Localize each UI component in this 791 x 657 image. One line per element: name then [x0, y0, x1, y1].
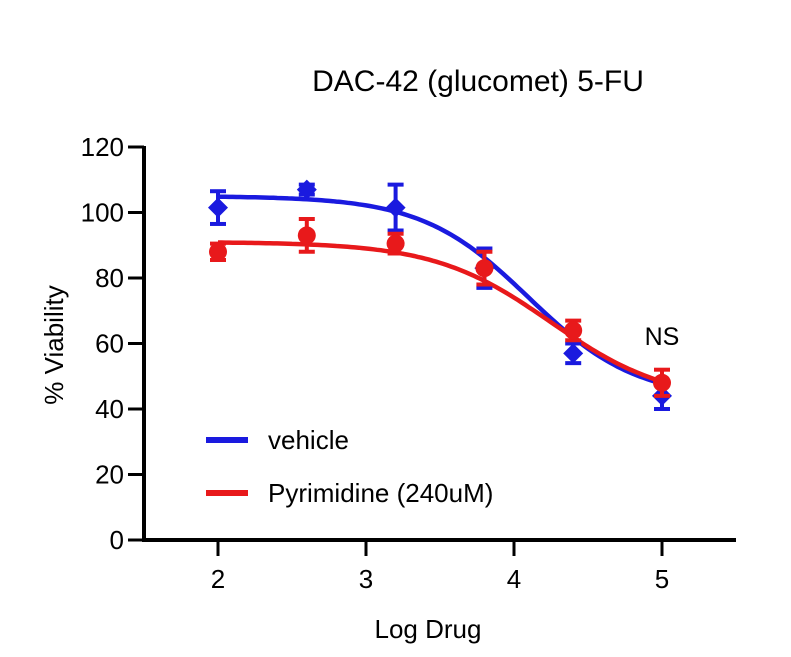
fit-curves — [217, 194, 663, 386]
data-point-vehicle — [296, 179, 317, 200]
x-tick-label: 2 — [211, 564, 225, 594]
x-tick-label: 3 — [359, 564, 373, 594]
fit-curve-pyrimidine — [218, 240, 663, 384]
y-tick-label: 80 — [95, 263, 124, 293]
data-point-pyrimidine — [209, 242, 227, 261]
y-axis-label: % Viability — [39, 285, 69, 404]
y-tick-label: 60 — [95, 329, 124, 359]
data-point-pyrimidine — [653, 373, 671, 392]
data-point-pyrimidine — [564, 321, 583, 340]
x-axis-label: Log Drug — [375, 614, 482, 644]
data-point-vehicle — [208, 197, 228, 218]
data-point-vehicle — [385, 197, 406, 218]
y-tick-label: 0 — [110, 525, 124, 555]
data-point-pyrimidine — [386, 234, 405, 253]
legend-label: vehicle — [268, 425, 349, 455]
x-tick-label: 4 — [507, 564, 521, 594]
y-tick-label: 120 — [81, 132, 124, 162]
chart-title: DAC-42 (glucomet) 5-FU — [312, 65, 644, 98]
legend-label: Pyrimidine (240uM) — [268, 478, 493, 508]
y-tick-label: 40 — [95, 394, 124, 424]
fit-curve-vehicle — [217, 194, 663, 386]
data-point-pyrimidine — [475, 259, 494, 278]
x-tick-label: 5 — [655, 564, 669, 594]
data-point-vehicle — [563, 343, 584, 364]
data-point-pyrimidine — [297, 226, 316, 245]
y-tick-label: 20 — [95, 460, 124, 490]
data-points — [208, 179, 672, 411]
ns-annotation: NS — [645, 323, 680, 351]
axes: 0 20 40 60 80 100 120 2 3 4 5 — [81, 132, 736, 594]
y-tick-label: 100 — [81, 198, 124, 228]
legend: vehicle Pyrimidine (240uM) — [206, 425, 493, 508]
